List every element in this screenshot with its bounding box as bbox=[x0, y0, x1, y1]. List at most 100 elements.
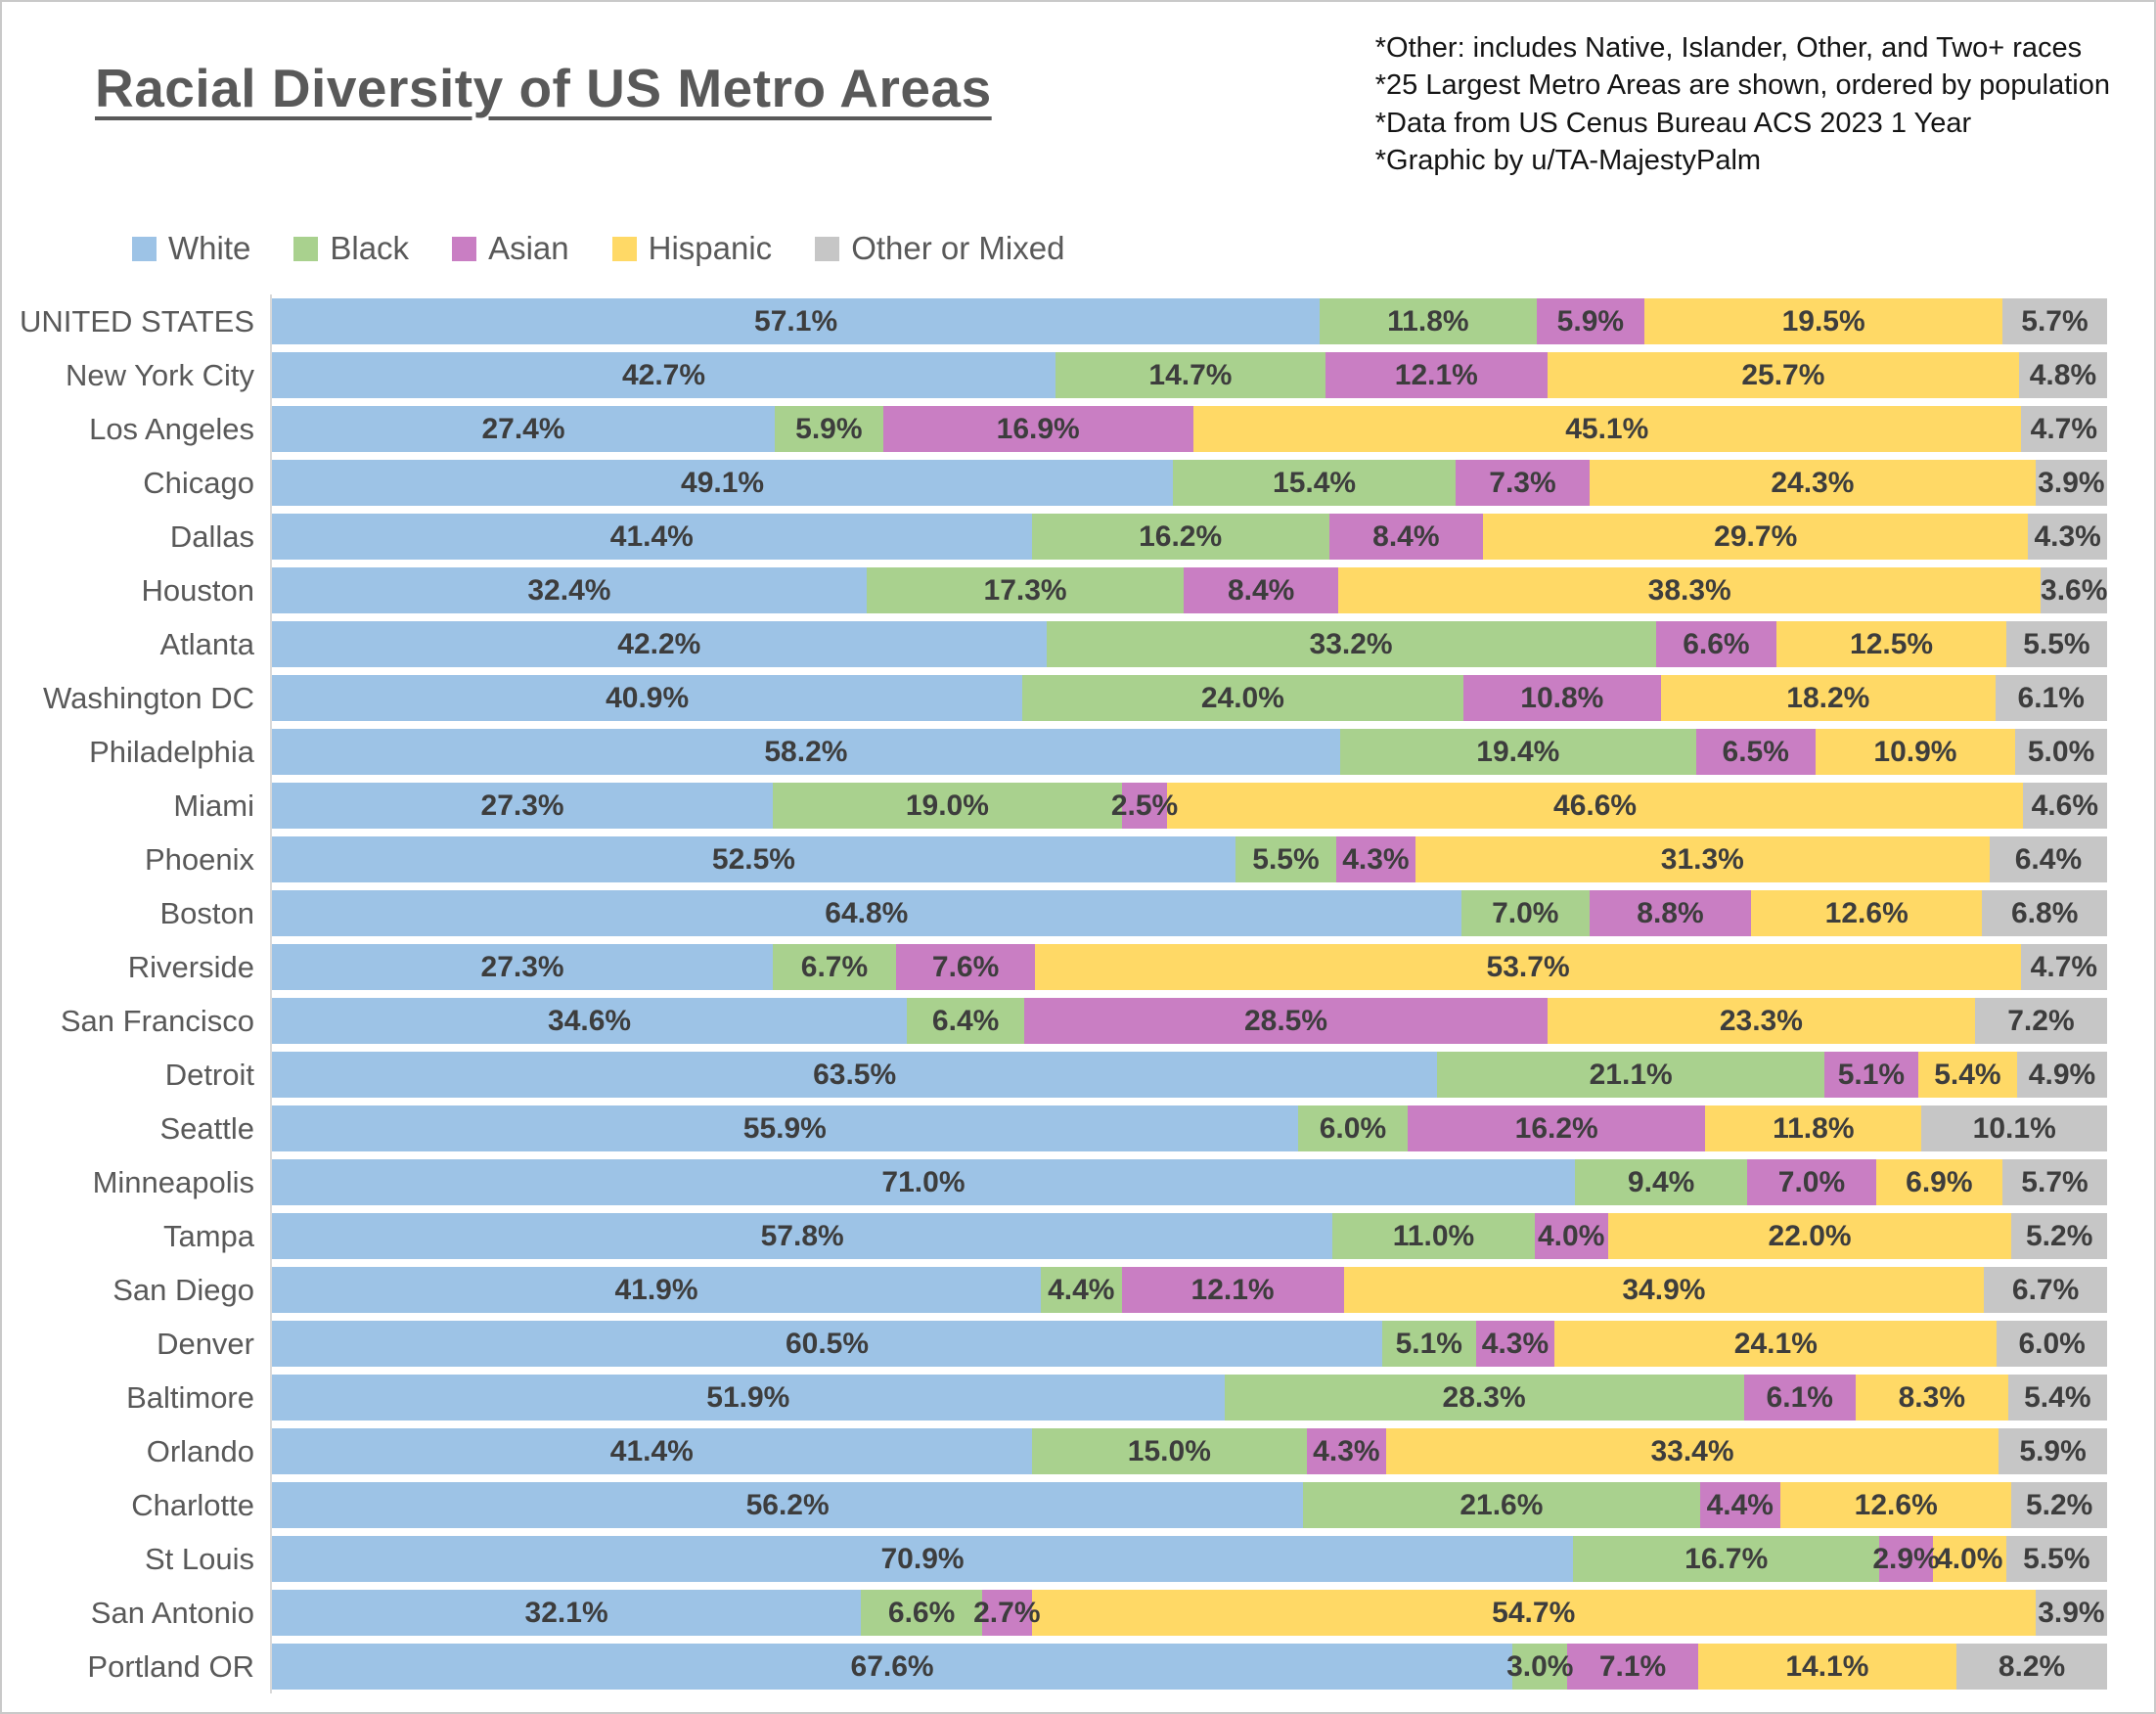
segment-value-label: 64.8% bbox=[825, 896, 909, 929]
bar-segment-black: 9.4% bbox=[1574, 1159, 1748, 1206]
segment-value-label: 4.9% bbox=[2028, 1058, 2096, 1091]
bar-row: 32.4% 17.3% 8.4% 38.3% 3.6% bbox=[272, 564, 2107, 617]
segment-value-label: 71.0% bbox=[881, 1165, 966, 1198]
bar-segment-white: 57.1% bbox=[272, 298, 1321, 345]
segment-value-label: 5.5% bbox=[2023, 1542, 2090, 1575]
segment-value-label: 31.3% bbox=[1660, 842, 1744, 876]
row-label: Riverside bbox=[127, 949, 254, 984]
bar-segment-hispanic: 12.5% bbox=[1776, 621, 2006, 668]
bar-segment-hispanic: 11.8% bbox=[1705, 1105, 1922, 1152]
header: Racial Diversity of US Metro Areas *Othe… bbox=[2, 2, 2154, 179]
segment-value-label: 34.9% bbox=[1622, 1273, 1706, 1306]
bar-row: 56.2% 21.6% 4.4% 12.6% 5.2% bbox=[272, 1478, 2107, 1532]
row-label: Seattle bbox=[159, 1110, 254, 1146]
segment-value-label: 5.5% bbox=[2023, 627, 2090, 660]
bar-segment-black: 21.6% bbox=[1303, 1482, 1700, 1529]
bar-segment-asian: 8.8% bbox=[1589, 890, 1752, 937]
segment-value-label: 12.6% bbox=[1824, 896, 1909, 929]
segment-value-label: 2.5% bbox=[1110, 789, 1179, 822]
bar-segment-asian: 6.6% bbox=[1655, 621, 1777, 668]
bar-segment-other-or-mixed: 6.8% bbox=[1982, 890, 2107, 937]
bar-row: 64.8% 7.0% 8.8% 12.6% 6.8% bbox=[272, 886, 2107, 940]
bar-segment-black: 19.0% bbox=[773, 783, 1122, 830]
segment-value-label: 8.4% bbox=[1372, 519, 1440, 553]
row-label: Houston bbox=[141, 572, 254, 608]
segment-value-label: 67.6% bbox=[850, 1649, 934, 1683]
segment-value-label: 52.5% bbox=[711, 842, 795, 876]
stacked-bar-chart: UNITED STATES New York City Los Angeles Chi… bbox=[20, 294, 2107, 1694]
segment-value-label: 6.4% bbox=[2014, 842, 2083, 876]
bar-row: 60.5% 5.1% 4.3% 24.1% 6.0% bbox=[272, 1317, 2107, 1371]
bar-segment-hispanic: 54.7% bbox=[1031, 1590, 2036, 1637]
segment-value-label: 7.6% bbox=[931, 950, 1000, 983]
segment-value-label: 11.8% bbox=[1387, 304, 1469, 338]
bar-segment-other-or-mixed: 6.0% bbox=[1997, 1321, 2107, 1368]
bar-segment-hispanic: 34.9% bbox=[1343, 1267, 1985, 1314]
bar-segment-white: 42.2% bbox=[272, 621, 1047, 668]
bar-segment-black: 5.1% bbox=[1381, 1321, 1476, 1368]
segment-value-label: 54.7% bbox=[1492, 1596, 1576, 1629]
segment-value-label: 41.4% bbox=[609, 1434, 694, 1467]
stacked-bar: 32.4% 17.3% 8.4% 38.3% 3.6% bbox=[272, 567, 2107, 614]
row-label: Miami bbox=[173, 788, 254, 823]
bar-segment-other-or-mixed: 3.9% bbox=[2035, 1590, 2107, 1637]
bar-segment-other-or-mixed: 5.7% bbox=[2002, 298, 2107, 345]
segment-value-label: 15.0% bbox=[1127, 1434, 1211, 1467]
segment-value-label: 12.5% bbox=[1850, 627, 1934, 660]
chart-title: Racial Diversity of US Metro Areas bbox=[95, 58, 992, 118]
legend-swatch-icon bbox=[611, 236, 637, 261]
segment-value-label: 8.3% bbox=[1898, 1380, 1966, 1414]
segment-value-label: 6.6% bbox=[887, 1596, 956, 1629]
segment-value-label: 25.7% bbox=[1741, 358, 1825, 391]
bar-segment-white: 42.7% bbox=[272, 352, 1056, 399]
bar-segment-other-or-mixed: 4.6% bbox=[2022, 783, 2107, 830]
bar-row: 55.9% 6.0% 16.2% 11.8% 10.1% bbox=[272, 1102, 2107, 1155]
bar-row: 34.6% 6.4% 28.5% 23.3% 7.2% bbox=[272, 994, 2107, 1048]
bars-column: 57.1% 11.8% 5.9% 19.5% 5.7% 42.7% 14.7% 12.1% 25… bbox=[270, 294, 2107, 1694]
stacked-bar: 56.2% 21.6% 4.4% 12.6% 5.2% bbox=[272, 1482, 2107, 1529]
segment-value-label: 42.2% bbox=[617, 627, 701, 660]
note-line: *Graphic by u/TA-MajestyPalm bbox=[1374, 144, 1762, 176]
segment-value-label: 38.3% bbox=[1647, 573, 1731, 607]
note-line: *25 Largest Metro Areas are shown, order… bbox=[1374, 69, 2110, 102]
stacked-bar: 41.4% 15.0% 4.3% 33.4% 5.9% bbox=[272, 1428, 2107, 1475]
bar-segment-asian: 10.8% bbox=[1462, 675, 1662, 722]
bar-row: 41.9% 4.4% 12.1% 34.9% 6.7% bbox=[272, 1263, 2107, 1317]
bar-row: 70.9% 16.7% 2.9% 4.0% 5.5% bbox=[272, 1532, 2107, 1586]
bar-segment-white: 32.1% bbox=[272, 1590, 862, 1637]
bar-row: 41.4% 16.2% 8.4% 29.7% 4.3% bbox=[272, 510, 2107, 564]
segment-value-label: 15.4% bbox=[1273, 466, 1357, 499]
row-label: Tampa bbox=[162, 1218, 254, 1253]
bar-segment-asian: 4.3% bbox=[1307, 1428, 1386, 1475]
bar-segment-black: 17.3% bbox=[866, 567, 1185, 614]
bar-segment-asian: 7.1% bbox=[1567, 1644, 1698, 1691]
segment-value-label: 27.3% bbox=[480, 950, 564, 983]
bar-row: 63.5% 21.1% 5.1% 5.4% 4.9% bbox=[272, 1048, 2107, 1102]
segment-value-label: 5.0% bbox=[2027, 735, 2095, 768]
segment-value-label: 14.7% bbox=[1148, 358, 1233, 391]
stacked-bar: 71.0% 9.4% 7.0% 6.9% 5.7% bbox=[272, 1159, 2107, 1206]
row-label: Phoenix bbox=[144, 841, 254, 877]
segment-value-label: 5.2% bbox=[2025, 1488, 2093, 1521]
legend-item: White bbox=[132, 230, 250, 267]
bar-segment-black: 4.4% bbox=[1041, 1267, 1122, 1314]
stacked-bar: 70.9% 16.7% 2.9% 4.0% 5.5% bbox=[272, 1536, 2107, 1583]
segment-value-label: 12.6% bbox=[1854, 1488, 1938, 1521]
legend-swatch-icon bbox=[452, 236, 477, 261]
segment-value-label: 3.9% bbox=[2038, 1596, 2105, 1629]
bar-segment-hispanic: 45.1% bbox=[1192, 406, 2021, 453]
segment-value-label: 7.3% bbox=[1489, 466, 1556, 499]
bar-segment-other-or-mixed: 6.7% bbox=[1984, 1267, 2107, 1314]
row-label: Chicago bbox=[143, 465, 254, 500]
segment-value-label: 49.1% bbox=[681, 466, 765, 499]
bar-segment-asian: 4.4% bbox=[1699, 1482, 1781, 1529]
segment-value-label: 34.6% bbox=[548, 1004, 632, 1037]
segment-value-label: 6.1% bbox=[2017, 681, 2085, 714]
bar-segment-white: 58.2% bbox=[272, 729, 1340, 776]
bar-segment-white: 32.4% bbox=[272, 567, 867, 614]
bar-segment-white: 56.2% bbox=[272, 1482, 1304, 1529]
segment-value-label: 5.5% bbox=[1252, 842, 1320, 876]
segment-value-label: 8.4% bbox=[1227, 573, 1295, 607]
bar-row: 27.3% 19.0% 2.5% 46.6% 4.6% bbox=[272, 779, 2107, 833]
bar-segment-asian: 2.7% bbox=[973, 1590, 1041, 1637]
